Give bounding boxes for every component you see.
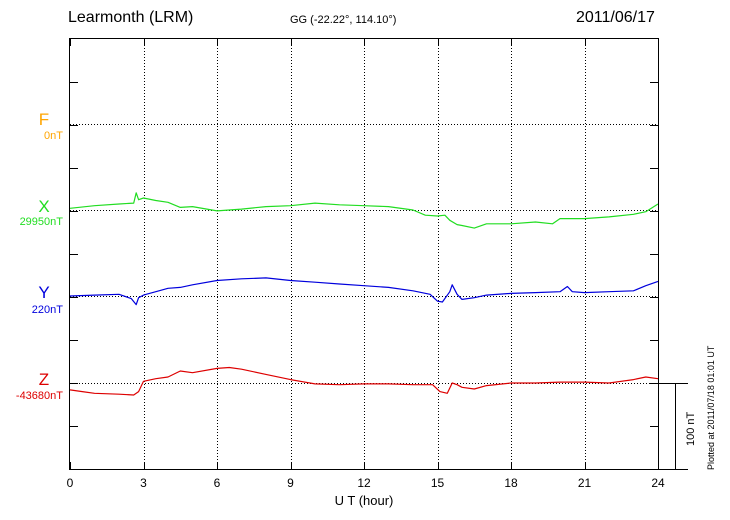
x-tick-label: 9 [287,476,294,490]
station-title: Learmonth (LRM) [68,9,194,26]
plotted-timestamp: Plotted at 2011/07/18 01:01 UT [706,345,716,470]
scale-bar: 100 nT [659,383,697,470]
scale-bar-label: 100 nT [685,411,697,446]
x-tick-label: 18 [504,476,518,490]
x-tick-label: 15 [431,476,445,490]
series-layer [69,192,659,396]
x-tick-label: 0 [67,476,74,490]
x-tick-label: 12 [357,476,371,490]
station-coordinates: GG (-22.22°, 114.10°) [290,14,397,26]
series-y-name: Y [38,283,49,302]
x-tick-label: 6 [214,476,221,490]
series-x-baseline-label: 29950nT [20,216,64,228]
series-x-name: X [38,197,49,216]
series-f-name: F [39,110,49,129]
series-y-line [69,277,659,306]
series-f-baseline-label: 0nT [44,130,63,142]
x-axis-label: U T (hour) [335,493,394,508]
axis-layer: 0 3 6 9 12 15 18 21 24 [67,39,665,490]
series-x-line [69,192,659,229]
series-z-name: Z [39,370,49,389]
observation-date: 2011/06/17 [576,9,655,26]
grid-layer [70,39,658,469]
series-z-line [69,366,659,396]
x-tick-label: 3 [140,476,147,490]
plot-frame [69,38,659,470]
series-z-baseline-label: -43680nT [16,390,63,402]
x-tick-label: 24 [651,476,665,490]
series-y-baseline-label: 220nT [32,304,63,316]
x-tick-label: 21 [578,476,592,490]
